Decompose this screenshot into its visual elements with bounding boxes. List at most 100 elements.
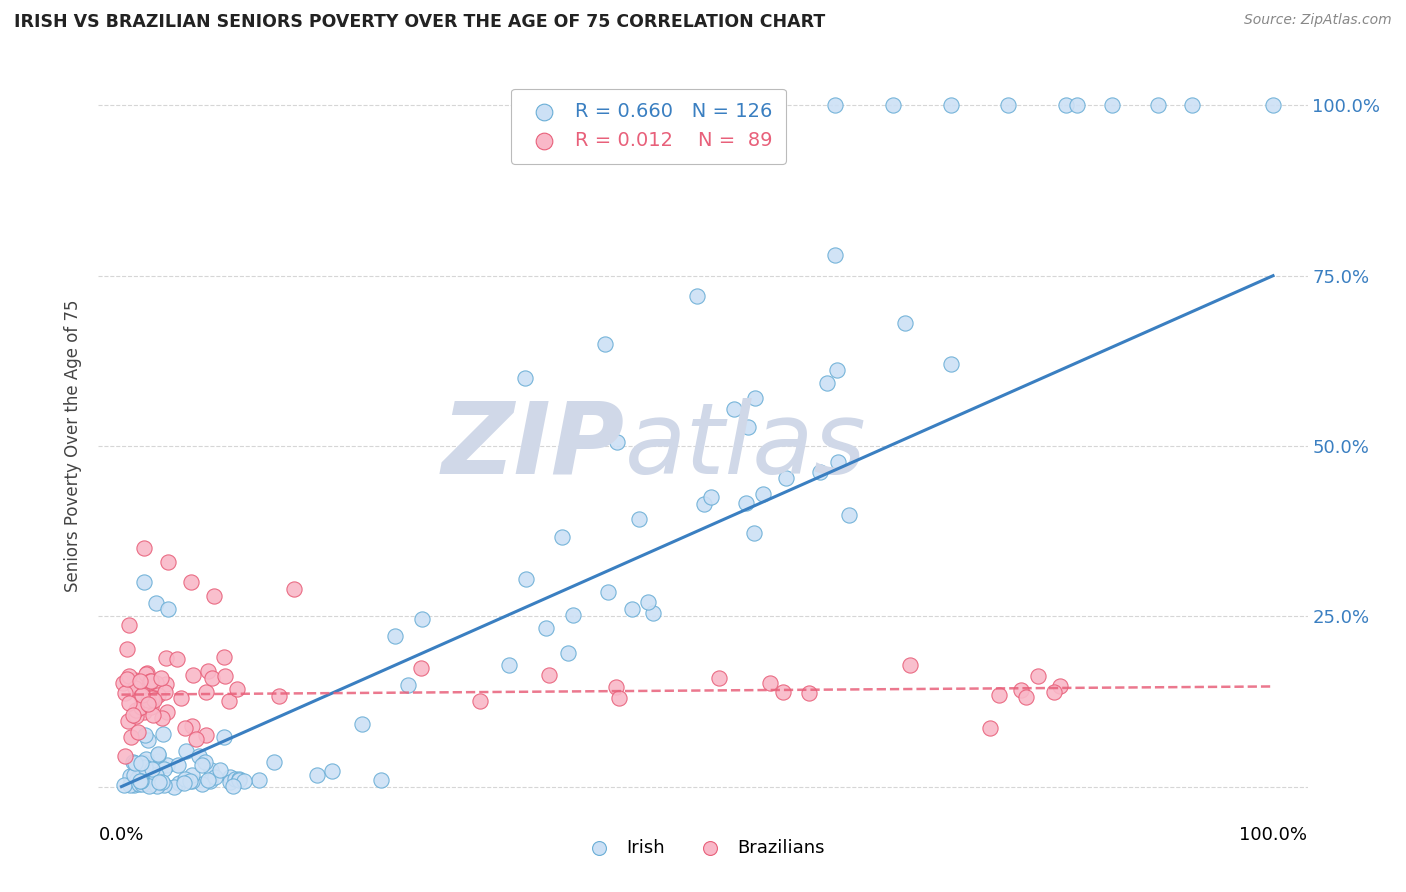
Point [775, 471, 797, 485]
Point [136, 697, 159, 711]
Point [686, 289, 709, 303]
Point [744, 392, 766, 406]
Point [1049, 679, 1071, 693]
Point [692, 497, 714, 511]
Point [122, 768, 145, 782]
Point [723, 402, 745, 417]
Point [190, 758, 212, 772]
Point [167, 758, 190, 772]
Point [114, 686, 136, 700]
Point [709, 98, 731, 112]
Point [166, 652, 188, 666]
Point [1015, 690, 1038, 705]
Point [131, 777, 153, 791]
Point [396, 678, 419, 692]
Point [232, 774, 254, 789]
Point [138, 673, 160, 688]
Point [139, 700, 162, 714]
Point [825, 362, 848, 376]
Point [212, 730, 235, 744]
Point [129, 774, 152, 789]
Point [815, 376, 838, 391]
Point [129, 756, 152, 770]
Point [187, 749, 209, 764]
Point [202, 589, 225, 603]
Point [607, 691, 630, 706]
Point [596, 585, 619, 599]
Point [124, 681, 146, 695]
Legend: Irish, Brazilians: Irish, Brazilians [574, 831, 832, 864]
Point [797, 686, 820, 700]
Point [125, 703, 148, 717]
Point [129, 690, 152, 704]
Point [742, 526, 765, 541]
Point [824, 98, 846, 112]
Point [129, 673, 152, 688]
Point [174, 721, 197, 735]
Point [132, 706, 155, 720]
Point [127, 757, 149, 772]
Point [135, 665, 157, 680]
Text: ZIP: ZIP [441, 398, 624, 494]
Point [194, 685, 217, 699]
Point [122, 778, 145, 792]
Point [218, 775, 240, 789]
Point [118, 778, 141, 792]
Point [218, 694, 240, 708]
Point [128, 777, 150, 791]
Point [125, 709, 148, 723]
Point [121, 731, 143, 745]
Point [152, 727, 174, 741]
Point [605, 680, 627, 694]
Point [148, 775, 170, 789]
Point [269, 689, 291, 703]
Point [882, 98, 904, 112]
Point [537, 668, 560, 682]
Point [513, 371, 536, 385]
Point [134, 760, 156, 774]
Point [641, 606, 664, 620]
Point [468, 694, 491, 708]
Point [156, 602, 179, 616]
Point [156, 555, 179, 569]
Point [155, 651, 177, 665]
Point [411, 612, 433, 626]
Point [145, 768, 167, 782]
Point [534, 621, 557, 635]
Point [515, 572, 537, 586]
Point [979, 721, 1001, 735]
Point [707, 671, 730, 685]
Point [283, 582, 305, 596]
Point [194, 755, 217, 769]
Point [593, 336, 616, 351]
Point [115, 672, 138, 686]
Point [562, 607, 585, 622]
Point [758, 676, 780, 690]
Point [900, 658, 922, 673]
Point [627, 512, 650, 526]
Point [1066, 98, 1088, 112]
Point [118, 617, 141, 632]
Point [112, 778, 135, 792]
Point [111, 676, 134, 690]
Point [145, 676, 167, 690]
Point [180, 718, 202, 732]
Point [179, 774, 201, 789]
Point [180, 768, 202, 782]
Point [737, 420, 759, 434]
Point [129, 700, 152, 714]
Point [637, 595, 659, 609]
Point [129, 765, 152, 780]
Point [136, 732, 159, 747]
Point [141, 690, 163, 705]
Point [127, 724, 149, 739]
Point [198, 773, 221, 788]
Point [139, 774, 162, 789]
Point [162, 780, 184, 794]
Point [132, 755, 155, 769]
Point [228, 772, 250, 786]
Point [228, 772, 250, 787]
Point [1101, 98, 1123, 112]
Point [200, 763, 222, 777]
Point [214, 669, 236, 683]
